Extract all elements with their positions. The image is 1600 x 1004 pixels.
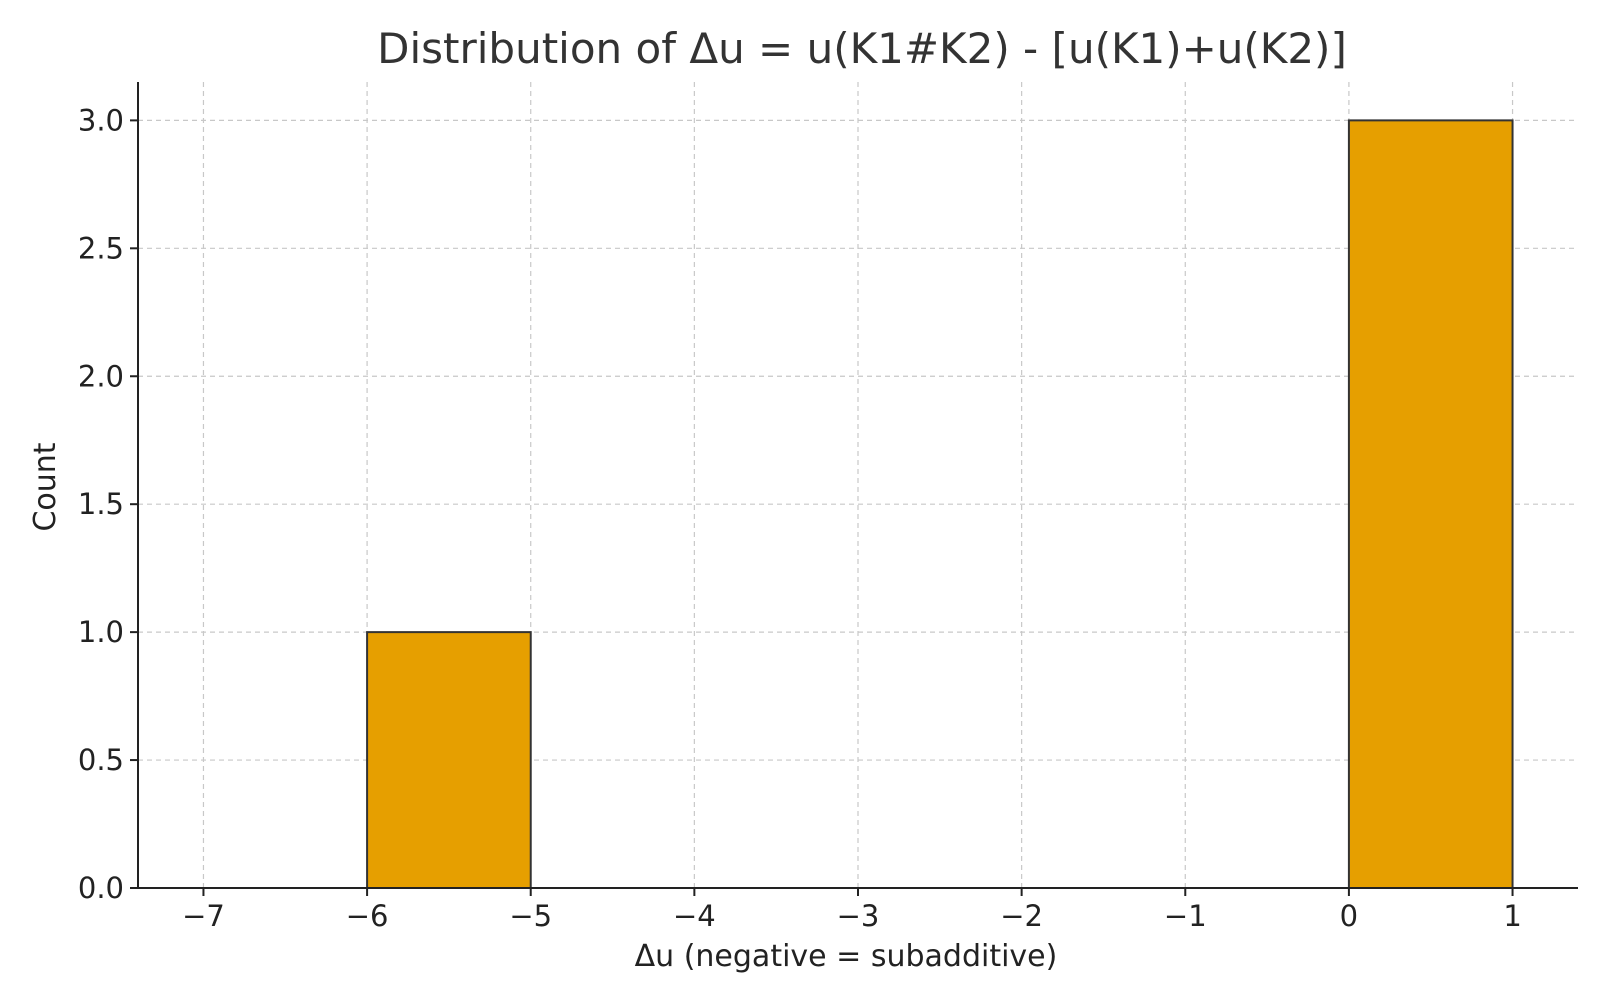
x-tick-label: 1: [1503, 899, 1521, 933]
x-tick-label: −7: [182, 899, 225, 933]
x-tick-label: 0: [1340, 899, 1358, 933]
x-axis-label: Δu (negative = subadditive): [635, 939, 1058, 974]
y-tick-label: 0.5: [78, 743, 124, 777]
chart-title: Distribution of Δu = u(K1#K2) - [u(K1)+u…: [377, 24, 1347, 73]
x-tick-label: −5: [509, 899, 552, 933]
histogram-bar: [1347, 119, 1514, 889]
y-tick-label: 0.0: [78, 871, 124, 905]
grid-layer: [138, 82, 1578, 889]
x-tick-label: −6: [346, 899, 389, 933]
ticks-layer: −7 −6 −5 −4 −3 −2 −1 0 1 0.0 0.5 1.0 1.5 2.0 2.5 3.0: [78, 103, 1522, 933]
y-tick-label: 1.0: [78, 615, 124, 649]
histogram-bar: [366, 631, 532, 890]
x-tick-label: −3: [837, 899, 880, 933]
y-tick-label: 1.5: [78, 487, 124, 521]
x-tick-label: −4: [673, 899, 716, 933]
x-tick-label: −2: [1000, 899, 1043, 933]
x-tick-label: −1: [1164, 899, 1207, 933]
y-tick-label: 2.5: [78, 231, 124, 265]
bars-layer: [366, 119, 1514, 890]
y-axis-label: Count: [28, 442, 63, 531]
y-tick-label: 2.0: [78, 359, 124, 393]
y-tick-label: 3.0: [78, 103, 124, 137]
